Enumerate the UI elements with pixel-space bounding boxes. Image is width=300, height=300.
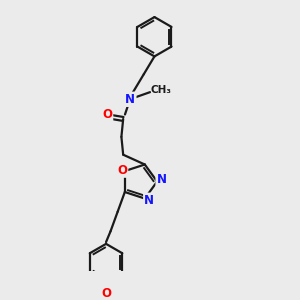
Text: O: O xyxy=(101,287,111,300)
Text: O: O xyxy=(102,108,112,121)
Text: O: O xyxy=(117,164,127,177)
Text: CH₃: CH₃ xyxy=(150,85,171,95)
Text: N: N xyxy=(144,194,154,207)
Text: N: N xyxy=(125,93,135,106)
Text: N: N xyxy=(157,173,166,186)
